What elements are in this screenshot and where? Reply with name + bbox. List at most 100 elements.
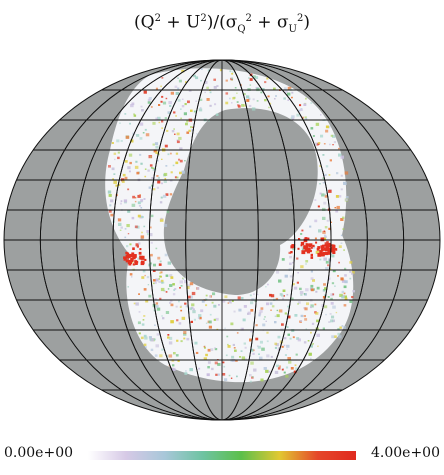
speckle — [207, 348, 211, 352]
hot-spot-pixel — [334, 248, 338, 251]
speckle — [137, 321, 141, 325]
speckle — [134, 165, 139, 169]
speckle — [171, 367, 174, 370]
speckle — [160, 85, 162, 88]
speckle — [117, 156, 120, 160]
speckle — [200, 79, 202, 82]
speckle — [170, 171, 173, 174]
speckle — [243, 104, 246, 107]
hot-spot-pixel — [312, 244, 315, 248]
speckle — [140, 105, 143, 108]
speckle — [181, 105, 185, 108]
speckle — [179, 287, 181, 289]
speckle — [232, 343, 235, 346]
speckle — [144, 175, 147, 178]
speckle — [332, 269, 336, 273]
speckle — [215, 113, 219, 116]
plot-title: (Q2 + U2)/(σQ2 + σU2) — [133, 12, 310, 36]
speckle — [259, 340, 263, 344]
speckle — [323, 143, 326, 145]
speckle — [305, 328, 307, 330]
speckle — [333, 141, 336, 144]
speckle — [155, 87, 158, 90]
speckle — [211, 367, 214, 371]
speckle — [281, 345, 284, 348]
speckle — [248, 104, 252, 108]
speckle — [148, 294, 152, 298]
speckle — [180, 285, 183, 287]
speckle — [270, 294, 275, 298]
speckle — [143, 225, 146, 228]
speckle — [204, 347, 206, 349]
speckle — [331, 254, 335, 258]
speckle — [173, 111, 176, 114]
speckle — [191, 291, 196, 296]
speckle — [119, 229, 122, 231]
speckle — [340, 174, 343, 177]
speckle — [159, 201, 163, 204]
speckle — [193, 74, 196, 78]
speckle — [181, 170, 185, 174]
speckle — [164, 177, 167, 180]
speckle — [325, 313, 327, 316]
speckle — [299, 287, 302, 291]
speckle — [324, 235, 327, 238]
speckle — [236, 375, 238, 378]
speckle — [170, 299, 173, 302]
speckle — [231, 355, 235, 359]
speckle — [268, 370, 271, 373]
speckle — [314, 303, 317, 306]
speckle — [289, 255, 292, 259]
speckle — [338, 245, 342, 248]
speckle — [116, 139, 120, 143]
speckle — [113, 180, 117, 184]
speckle — [322, 237, 327, 241]
speckle — [321, 193, 325, 197]
speckle — [250, 309, 254, 312]
speckle — [231, 102, 233, 104]
speckle — [110, 199, 114, 203]
speckle — [124, 160, 128, 163]
speckle — [186, 120, 189, 123]
speckle — [126, 224, 130, 228]
speckle — [192, 126, 194, 129]
speckle — [207, 366, 210, 369]
speckle — [310, 102, 313, 104]
speckle — [283, 371, 286, 374]
speckle — [173, 352, 176, 355]
speckle — [172, 283, 175, 286]
speckle — [234, 87, 237, 89]
speckle — [318, 142, 321, 144]
speckle — [113, 173, 116, 175]
speckle — [138, 311, 141, 313]
speckle — [267, 283, 269, 286]
hot-spot-pixel — [304, 246, 307, 250]
speckle — [323, 230, 326, 232]
speckle — [223, 365, 226, 368]
speckle — [318, 229, 322, 233]
speckle — [328, 321, 331, 323]
speckle — [146, 230, 150, 233]
speckle — [143, 288, 147, 291]
speckle — [144, 336, 148, 340]
speckle — [181, 98, 184, 100]
speckle — [319, 183, 321, 185]
speckle — [341, 279, 346, 283]
speckle — [214, 361, 218, 365]
speckle — [190, 109, 193, 112]
speckle — [208, 320, 212, 324]
speckle — [120, 140, 123, 142]
hot-spot-pixel — [317, 246, 321, 249]
speckle — [335, 195, 339, 198]
speckle — [154, 142, 159, 145]
speckle — [130, 104, 134, 108]
speckle — [315, 122, 320, 126]
speckle — [143, 315, 146, 317]
speckle — [124, 113, 127, 115]
speckle — [115, 184, 118, 187]
speckle — [157, 180, 161, 184]
speckle — [285, 366, 289, 369]
speckle — [178, 322, 182, 325]
speckle — [344, 295, 347, 298]
speckle — [129, 243, 132, 246]
